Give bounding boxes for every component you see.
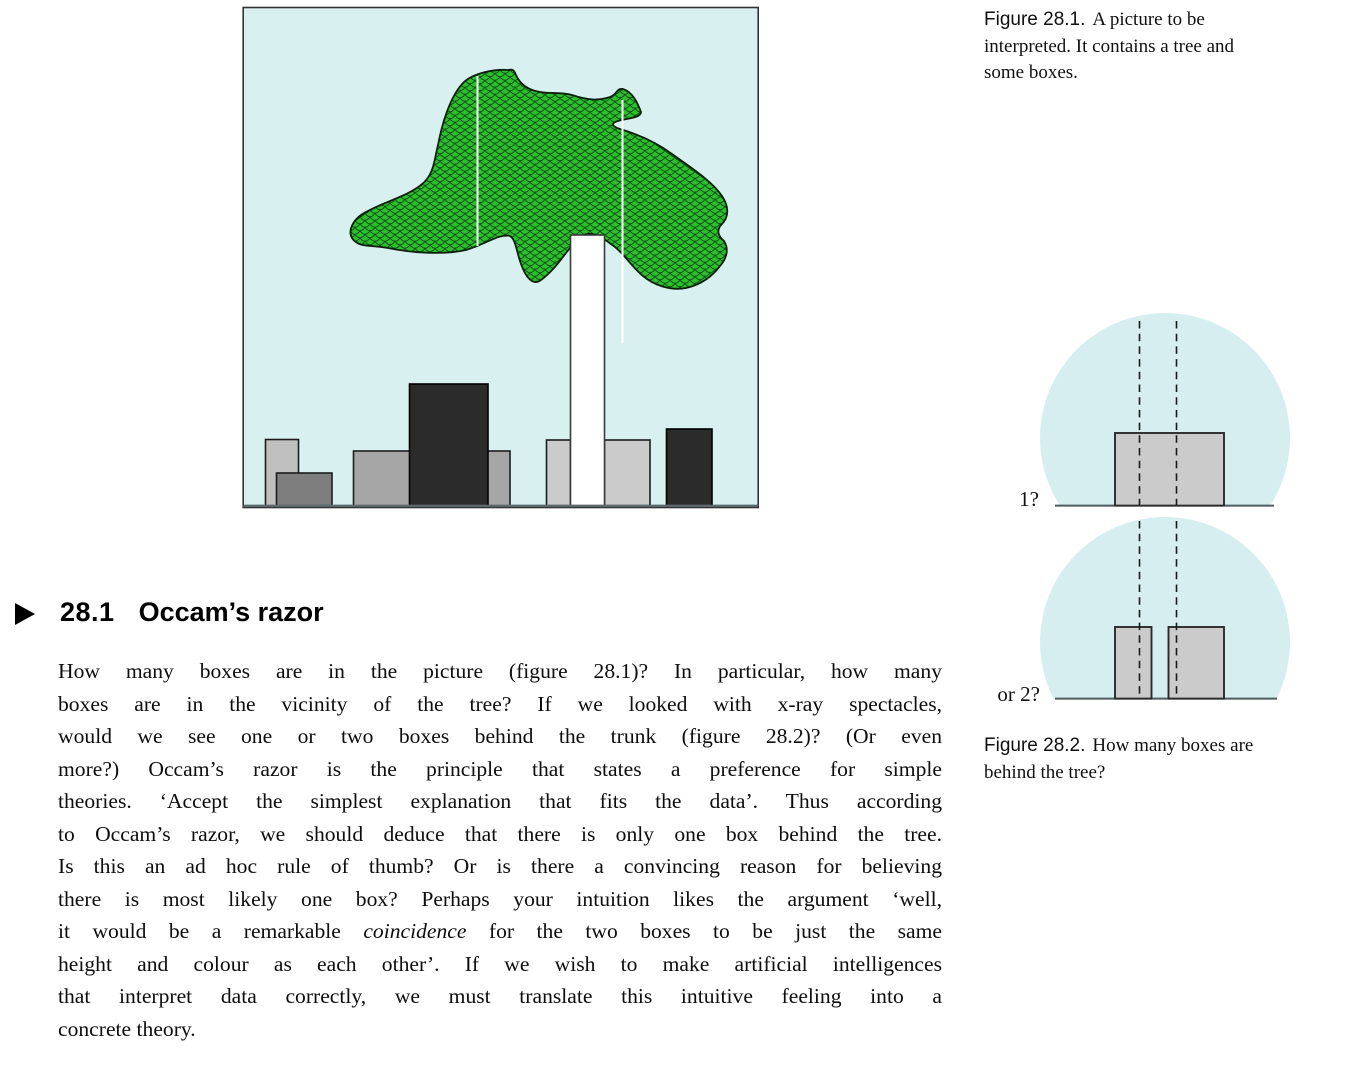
body-line: it would be a remarkable coincidence for… xyxy=(58,915,942,948)
figure-28-1-caption-text: interpreted. It contains a tree and xyxy=(984,35,1235,57)
body-line: concrete theory. xyxy=(58,1016,196,1041)
box-left-gray xyxy=(275,472,333,507)
label-two-boxes: or 2? xyxy=(997,682,1040,706)
figure-28-1-caption-text: some boxes. xyxy=(984,62,1078,83)
box-trunk-left xyxy=(545,439,572,507)
body-line: more?) Occam’s razor is the principle th… xyxy=(58,756,942,781)
body-line: height and colour as each other’. If we … xyxy=(58,951,942,976)
figure-28-1 xyxy=(242,6,759,509)
body-line: that interpret data correctly, we must t… xyxy=(58,984,942,1008)
tree-outline-circle-bottom xyxy=(1040,517,1290,699)
body-line: Is this an ad hoc rule of thumb? Or is t… xyxy=(58,854,942,878)
tree-outline-circle-top xyxy=(1040,313,1290,506)
section-title: Occam’s razor xyxy=(138,597,324,627)
section-heading: 28.1 Occam’s razor xyxy=(15,597,324,628)
box-tall-dark xyxy=(408,383,489,507)
figure-28-1-caption: Figure 28.1. A picture to be interpreted.… xyxy=(984,7,1346,87)
body-line: boxes are in the vicinity of the tree? I… xyxy=(58,691,942,716)
figure-28-1-caption-label: Figure 28.1. xyxy=(984,9,1086,30)
body-line: to Occam’s razor, we should deduce that … xyxy=(58,821,942,846)
body-text: for the two boxes to be just the same xyxy=(488,919,942,943)
trunk-dashed-lines-top xyxy=(1138,321,1178,505)
tree-canopy xyxy=(349,68,729,290)
figure-28-2-caption: Figure 28.2. How many boxes are behind th… xyxy=(984,733,1346,786)
body-line: theories. ‘Accept the simplest explanati… xyxy=(58,789,942,813)
label-one-box: 1? xyxy=(1019,487,1039,511)
body-line: How many boxes are in the picture (figur… xyxy=(58,659,942,683)
figure-28-1-caption-text: A picture to be xyxy=(1092,9,1205,30)
figure-28-2: 1? or 2? xyxy=(997,313,1290,706)
right-box xyxy=(1167,626,1225,700)
tree-trunk xyxy=(569,234,606,507)
body-line: would we see one or two boxes behind the… xyxy=(58,724,942,748)
section-number: 28.1 xyxy=(60,597,115,627)
box-trunk-right xyxy=(603,439,651,507)
figure-28-2-caption-text: behind the tree? xyxy=(984,761,1106,783)
section-marker-icon xyxy=(15,602,35,625)
diagram-two-boxes: or 2? xyxy=(997,517,1290,706)
diagram-one-box: 1? xyxy=(1019,313,1290,511)
left-box xyxy=(1114,626,1153,700)
trunk-dashed-lines-bottom xyxy=(1138,521,1178,698)
box-right-dark xyxy=(665,428,713,507)
body-paragraph: How many boxes are in the picture (figur… xyxy=(58,655,942,1045)
single-box xyxy=(1114,432,1225,507)
body-line: there is most likely one box? Perhaps yo… xyxy=(58,886,942,911)
figure-28-2-caption-text: How many boxes are xyxy=(1092,735,1254,756)
body-text-italic: coincidence xyxy=(363,919,467,943)
body-text: it would be a remarkable xyxy=(58,919,341,943)
figure-28-2-caption-label: Figure 28.2. xyxy=(984,735,1086,756)
